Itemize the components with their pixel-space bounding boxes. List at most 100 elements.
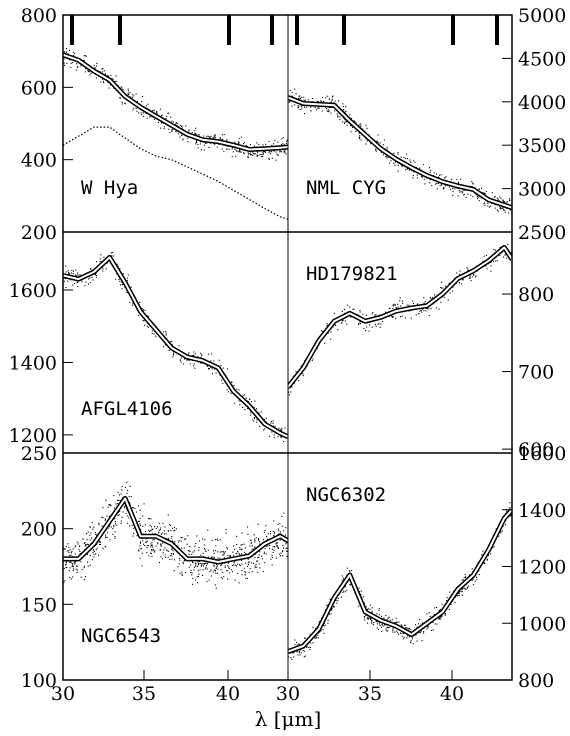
scatter-point bbox=[240, 544, 242, 546]
scatter-point bbox=[105, 268, 107, 270]
scatter-point bbox=[188, 359, 190, 361]
scatter-point bbox=[350, 125, 352, 127]
scatter-point bbox=[476, 196, 478, 198]
scatter-point bbox=[160, 543, 162, 545]
scatter-point bbox=[312, 358, 314, 360]
scatter-point bbox=[157, 121, 159, 123]
scatter-point bbox=[467, 193, 469, 195]
scatter-point bbox=[165, 330, 167, 332]
scatter-point bbox=[92, 549, 94, 551]
scatter-point bbox=[311, 360, 313, 362]
scatter-point bbox=[89, 74, 91, 76]
scatter-point bbox=[303, 99, 305, 101]
scatter-point bbox=[139, 548, 141, 550]
scatter-point bbox=[140, 541, 142, 543]
scatter-point bbox=[146, 117, 148, 119]
scatter-point bbox=[225, 528, 227, 530]
scatter-point bbox=[386, 157, 388, 159]
scatter-point bbox=[188, 130, 190, 132]
scatter-point bbox=[484, 193, 486, 195]
scatter-point bbox=[99, 541, 101, 543]
scatter-point bbox=[258, 143, 260, 145]
scatter-point bbox=[213, 565, 215, 567]
scatter-point bbox=[360, 590, 362, 592]
scatter-point bbox=[400, 305, 402, 307]
scatter-point bbox=[160, 527, 162, 529]
scatter-point bbox=[197, 147, 199, 149]
scatter-point bbox=[282, 547, 284, 549]
scatter-point bbox=[503, 201, 505, 203]
scatter-point bbox=[402, 302, 404, 304]
scatter-point bbox=[334, 324, 336, 326]
scatter-point bbox=[396, 621, 398, 623]
scatter-point bbox=[190, 564, 192, 566]
scatter-point bbox=[461, 589, 463, 591]
scatter-point bbox=[293, 651, 295, 653]
scatter-point bbox=[392, 315, 394, 317]
scatter-point bbox=[349, 584, 351, 586]
scatter-point bbox=[463, 577, 465, 579]
scatter-point bbox=[117, 499, 119, 501]
scatter-point bbox=[379, 624, 381, 626]
scatter-point bbox=[252, 419, 254, 421]
scatter-point bbox=[135, 511, 137, 513]
scatter-point bbox=[80, 576, 82, 578]
scatter-point bbox=[179, 124, 181, 126]
scatter-point bbox=[372, 624, 374, 626]
scatter-point bbox=[121, 101, 123, 103]
scatter-point bbox=[253, 534, 255, 536]
scatter-point bbox=[215, 550, 217, 552]
scatter-point bbox=[504, 211, 506, 213]
scatter-point bbox=[283, 512, 285, 514]
scatter-point bbox=[254, 565, 256, 567]
scatter-point bbox=[397, 151, 399, 153]
scatter-point bbox=[461, 192, 463, 194]
scatter-point bbox=[502, 199, 504, 201]
scatter-point bbox=[80, 65, 82, 67]
scatter-point bbox=[490, 553, 492, 555]
scatter-point bbox=[72, 270, 74, 272]
scatter-point bbox=[76, 63, 78, 65]
scatter-point bbox=[150, 546, 152, 548]
scatter-point bbox=[122, 89, 124, 91]
scatter-point bbox=[341, 310, 343, 312]
scatter-point bbox=[196, 134, 198, 136]
scatter-point bbox=[219, 557, 221, 559]
scatter-point bbox=[367, 616, 369, 618]
scatter-point bbox=[195, 564, 197, 566]
x-axis-label: λ [μm] bbox=[255, 707, 322, 731]
scatter-point bbox=[371, 621, 373, 623]
scatter-point bbox=[309, 633, 311, 635]
scatter-point bbox=[106, 515, 108, 517]
scatter-point bbox=[412, 300, 414, 302]
scatter-point bbox=[249, 153, 251, 155]
scatter-point bbox=[445, 614, 447, 616]
scatter-point bbox=[197, 564, 199, 566]
scatter-point bbox=[172, 540, 174, 542]
scatter-point bbox=[72, 62, 74, 64]
scatter-point bbox=[331, 609, 333, 611]
scatter-point bbox=[486, 558, 488, 560]
scatter-point bbox=[273, 150, 275, 152]
scatter-point bbox=[305, 106, 307, 108]
scatter-point bbox=[440, 174, 442, 176]
scatter-point bbox=[330, 101, 332, 103]
scatter-point bbox=[421, 311, 423, 313]
scatter-point bbox=[249, 414, 251, 416]
scatter-point bbox=[77, 274, 79, 276]
scatter-point bbox=[72, 576, 74, 578]
scatter-point bbox=[82, 538, 84, 540]
scatter-point bbox=[349, 570, 351, 572]
scatter-point bbox=[207, 563, 209, 565]
scatter-point bbox=[375, 150, 377, 152]
scatter-point bbox=[318, 621, 320, 623]
panel-label: NGC6302 bbox=[306, 484, 386, 506]
scatter-point bbox=[231, 571, 233, 573]
scatter-point bbox=[334, 100, 336, 102]
scatter-point bbox=[156, 526, 158, 528]
scatter-point bbox=[232, 551, 234, 553]
scatter-point bbox=[173, 530, 175, 532]
scatter-point bbox=[401, 626, 403, 628]
scatter-point bbox=[371, 610, 373, 612]
scatter-point bbox=[395, 622, 397, 624]
